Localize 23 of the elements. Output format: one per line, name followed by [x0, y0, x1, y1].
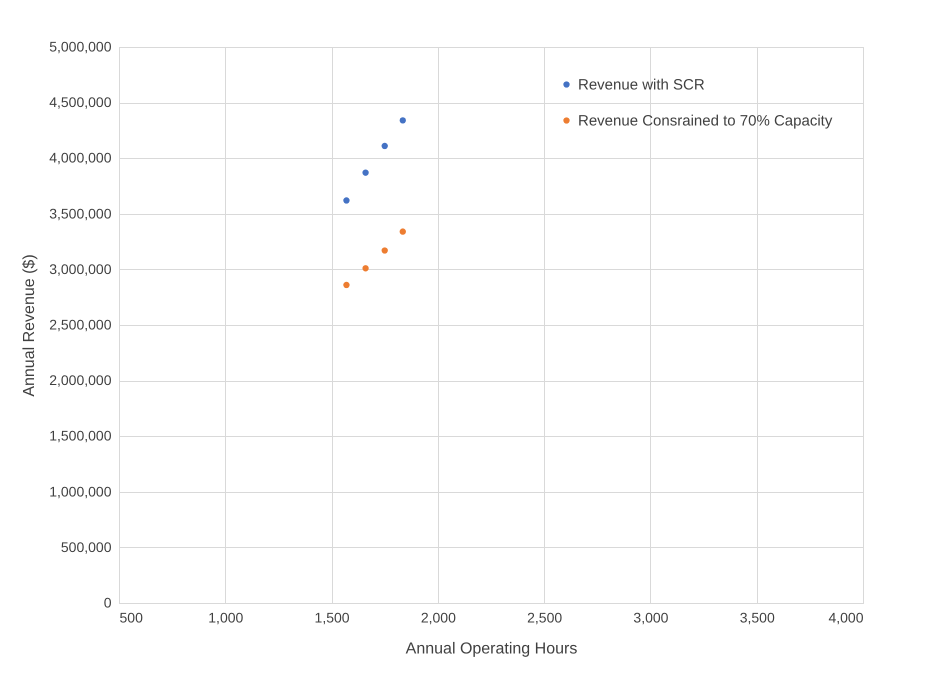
y-tick-label: 2,000,000: [49, 372, 112, 388]
x-tick-label: 2,500: [527, 610, 562, 626]
y-tick-label: 1,000,000: [49, 483, 112, 500]
x-tick-label: 1,500: [314, 610, 350, 626]
y-axis-title: Annual Revenue ($): [21, 254, 38, 397]
x-tick-label: 500: [120, 610, 144, 626]
y-tick-label: 3,500,000: [49, 205, 112, 222]
x-tick-label: 3,000: [633, 610, 669, 626]
x-tick-label: 4,000: [828, 610, 864, 626]
y-tick-label: 2,500,000: [49, 316, 112, 332]
x-tick-label: 2,000: [420, 610, 456, 626]
y-tick-label: 5,000,000: [49, 38, 112, 54]
y-tick-label: 4,000,000: [49, 150, 112, 166]
y-tick-label: 500,000: [60, 538, 112, 555]
x-axis-title: Annual Operating Hours: [406, 640, 578, 658]
legend-label: Revenue with SCR: [578, 76, 705, 94]
y-tick-label: 0: [104, 594, 112, 610]
y-tick-label: 4,500,000: [49, 94, 112, 110]
legend-label: Revenue Consrained to 70% Capacity: [578, 112, 833, 130]
y-tick-label: 1,500,000: [49, 428, 112, 444]
x-tick-label: 3,500: [740, 610, 775, 626]
x-tick-label: 1,000: [208, 610, 244, 626]
y-tick-label: 3,000,000: [49, 260, 112, 277]
